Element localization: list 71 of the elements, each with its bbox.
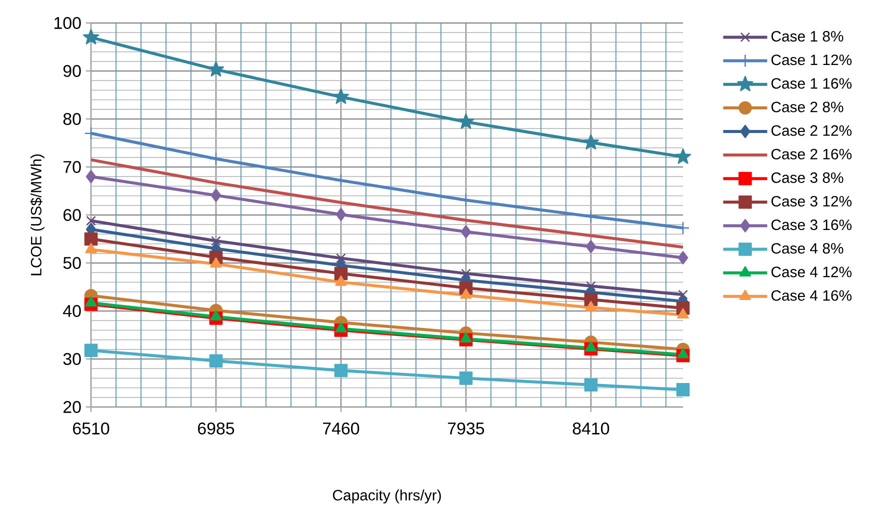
point — [209, 354, 223, 368]
legend-label: Case 1 16% — [771, 78, 852, 89]
point — [84, 232, 98, 246]
point — [586, 281, 596, 291]
point — [585, 341, 597, 352]
x-tick-label: 8410 — [572, 422, 610, 434]
point — [335, 322, 347, 332]
point — [460, 225, 472, 238]
point — [676, 221, 690, 235]
point — [584, 378, 598, 392]
x-tick-label: 6510 — [73, 422, 110, 434]
legend-label: Case 2 16% — [771, 148, 852, 160]
point — [676, 383, 690, 396]
point — [208, 61, 224, 77]
legend-label: Case 4 16% — [771, 290, 852, 301]
point — [86, 170, 96, 184]
point — [336, 208, 346, 222]
point — [678, 290, 688, 300]
y-tick-label: 90 — [63, 64, 81, 77]
point — [677, 348, 689, 358]
point — [85, 242, 97, 254]
y-tick-label: 50 — [63, 256, 81, 269]
y-axis-title: LCOE (US$/MWh) — [30, 154, 44, 276]
point — [459, 372, 473, 385]
x-tick-label: 7460 — [323, 422, 360, 434]
point — [582, 134, 599, 150]
point — [86, 216, 96, 226]
point — [461, 268, 471, 278]
point — [585, 300, 597, 312]
x-tick-label: 6985 — [198, 422, 234, 434]
point — [84, 344, 98, 357]
y-tick-label: 30 — [63, 352, 81, 365]
point — [458, 113, 474, 129]
point — [460, 288, 472, 299]
x-axis-title: Capacity (hrs/yr) — [332, 490, 441, 504]
point — [334, 364, 348, 378]
point — [82, 28, 100, 44]
legend-label: Case 3 8% — [771, 172, 844, 183]
legend-label: Case 2 12% — [771, 125, 852, 136]
y-tick-label: 40 — [63, 304, 81, 317]
point — [678, 251, 688, 264]
point — [677, 308, 689, 318]
legend-label: Case 2 8% — [771, 102, 844, 112]
point — [210, 188, 222, 202]
point — [460, 332, 472, 342]
point — [210, 310, 222, 320]
line-series — [91, 158, 684, 249]
point — [584, 210, 598, 224]
y-tick-label: 80 — [63, 112, 81, 125]
y-tick-label: 70 — [64, 160, 81, 173]
legend-label: Case 1 8% — [771, 31, 844, 42]
point — [335, 276, 347, 286]
point — [209, 152, 223, 166]
legend-label: Case 4 12% — [771, 266, 852, 278]
point — [211, 236, 221, 246]
point — [336, 253, 346, 264]
y-tick-label: 100 — [54, 16, 81, 29]
x-tick-label: 7935 — [448, 422, 484, 434]
point — [332, 88, 350, 104]
point — [210, 257, 222, 268]
legend-label: Case 3 16% — [771, 220, 852, 230]
y-tick-label: 20 — [64, 400, 81, 413]
point — [84, 126, 98, 140]
point — [334, 174, 348, 188]
legend-label: Case 4 8% — [771, 243, 844, 254]
y-tick-label: 60 — [64, 208, 81, 221]
point — [586, 240, 596, 254]
point — [85, 296, 97, 306]
legend-label: Case 1 12% — [771, 54, 852, 66]
legend-label: Case 3 12% — [771, 196, 852, 207]
point — [674, 148, 692, 164]
